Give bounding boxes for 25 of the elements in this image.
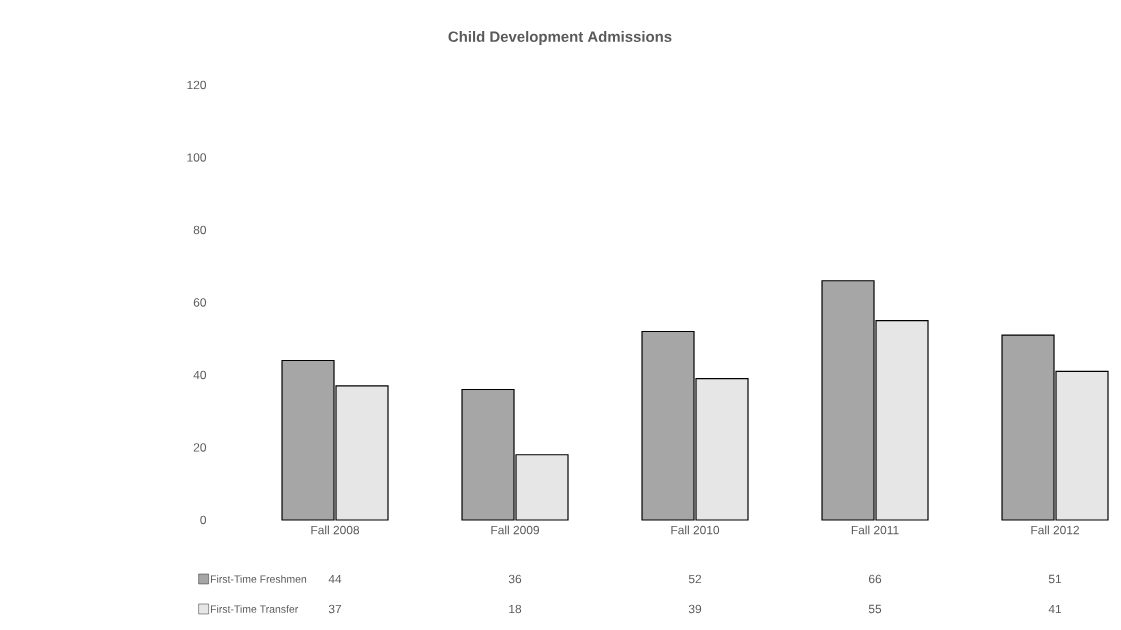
x-tick-label: Fall 2009 xyxy=(491,525,540,535)
data-label: 44 xyxy=(328,574,342,584)
data-label: 36 xyxy=(508,574,522,584)
y-tick-label: 100 xyxy=(187,153,207,162)
data-label: 52 xyxy=(688,574,702,584)
data-label: 18 xyxy=(509,604,522,614)
x-tick-label: Fall 2012 xyxy=(1031,525,1079,535)
y-tick-label: 40 xyxy=(193,370,207,380)
data-label: 39 xyxy=(688,604,702,614)
legend-label: First-Time Transfer xyxy=(210,605,299,613)
data-label: 37 xyxy=(328,604,342,614)
chart-title: Child Development Admissions xyxy=(448,31,672,45)
x-tick-label: Fall 2010 xyxy=(671,525,720,535)
y-tick-label: 80 xyxy=(193,225,207,235)
y-tick-label: 60 xyxy=(193,298,207,307)
y-tick-label: 0 xyxy=(200,515,207,525)
data-label: 66 xyxy=(868,574,882,584)
data-label: 55 xyxy=(868,604,882,614)
x-tick-label: Fall 2011 xyxy=(851,525,899,535)
x-tick-label: Fall 2008 xyxy=(311,525,360,535)
legend-label: First-Time Freshmen xyxy=(210,575,307,583)
data-label: 41 xyxy=(1048,604,1062,614)
y-tick-label: 120 xyxy=(187,80,207,90)
y-tick-label: 20 xyxy=(193,443,207,452)
data-label: 51 xyxy=(1048,574,1062,584)
